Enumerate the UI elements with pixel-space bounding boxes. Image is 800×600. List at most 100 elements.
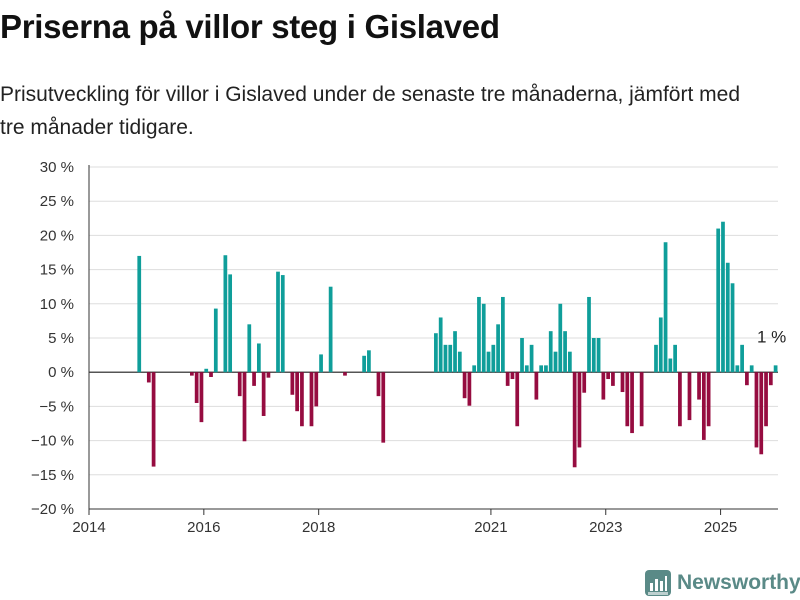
x-axis: 2014 2016 2018 2021 2023 2025 [72,165,778,536]
bar [462,372,467,399]
bar [467,372,472,406]
brand-logo: Newsworthy [645,568,800,598]
bar [309,372,314,427]
bar [190,372,194,376]
bar-chart: −20 % −15 % −10 % −5 % 0 % 5 % 10 % 15 % 20 % 25 … [31,159,786,536]
bar [663,242,668,373]
bar [448,344,453,373]
bar [481,303,486,373]
y-axis-ticks: −20 % −15 % −10 % −5 % 0 % 5 % 10 % 15 % 20 % 25 … [31,159,74,518]
y-tick-label: 30 % [40,159,74,176]
bar [237,372,242,397]
bar [658,317,663,373]
newsworthy-icon [645,570,671,596]
y-tick-label: 15 % [40,262,74,279]
y-tick-label: 20 % [40,227,74,244]
bar [625,372,630,427]
bar [764,372,768,427]
bar [611,372,615,386]
bars [137,221,778,468]
bar [591,338,596,373]
annotations: 1 % [757,327,786,346]
bar [510,372,515,380]
bar [539,365,544,373]
bar [453,331,457,373]
bar [438,317,443,373]
bar [204,368,209,373]
bar [548,331,553,373]
bar [587,296,591,373]
bar [773,365,778,373]
bar [577,372,582,448]
bar [223,255,228,373]
bar [280,275,285,373]
bar [247,324,252,373]
bar [505,372,510,386]
bar [319,354,323,373]
bar [491,344,496,373]
bar [520,338,524,373]
bar [596,338,601,373]
last-value-label: 1 % [757,327,786,346]
y-tick-label: 10 % [40,296,74,313]
bar [228,274,233,373]
bar [256,343,261,373]
bar [213,308,218,373]
bar [146,372,151,383]
bar [242,372,247,442]
bar [754,372,759,448]
x-tick-label: 2018 [302,519,335,536]
bar [558,303,563,373]
bar [477,296,481,373]
bar [443,344,448,373]
bar [582,372,587,393]
bar [381,372,386,443]
bar [252,372,256,386]
bar [137,255,142,373]
y-tick-label: −5 % [39,398,74,415]
x-tick-label: 2023 [589,519,622,536]
bar [496,324,500,373]
bar [567,351,572,373]
chart-subtitle: Prisutveckling för villor i Gislaved und… [0,83,741,139]
chart-title: Priserna på villor steg i Gislaved [0,8,500,45]
gridlines [89,166,778,510]
bar [553,351,558,373]
y-tick-label: 5 % [48,330,74,347]
bar [151,372,156,467]
bar [601,372,606,400]
bar [295,372,300,412]
bar [735,365,740,373]
bar [266,372,271,378]
bar [209,372,213,377]
bar [563,331,567,373]
bar [457,351,462,373]
bar [716,228,721,373]
y-tick-label: −10 % [31,433,74,450]
bar [730,283,735,373]
bar [199,372,204,423]
bar [501,296,505,373]
bar [486,351,491,373]
bar [630,372,634,434]
bar [300,372,304,427]
x-tick-label: 2021 [474,519,507,536]
y-tick-label: −15 % [31,467,74,484]
y-tick-label: 0 % [48,364,74,381]
bar [668,358,673,373]
bar [725,262,730,373]
bar [759,372,764,455]
bar [678,372,682,427]
bar [544,365,548,373]
x-tick-label: 2016 [187,519,220,536]
bar [606,372,611,380]
bar [706,372,711,427]
bar [721,221,725,373]
bar [276,271,280,373]
bar [515,372,520,427]
bar [620,372,625,393]
bar [687,372,692,421]
bar [362,355,366,373]
bar [194,372,199,403]
x-tick-label: 2025 [704,519,737,536]
